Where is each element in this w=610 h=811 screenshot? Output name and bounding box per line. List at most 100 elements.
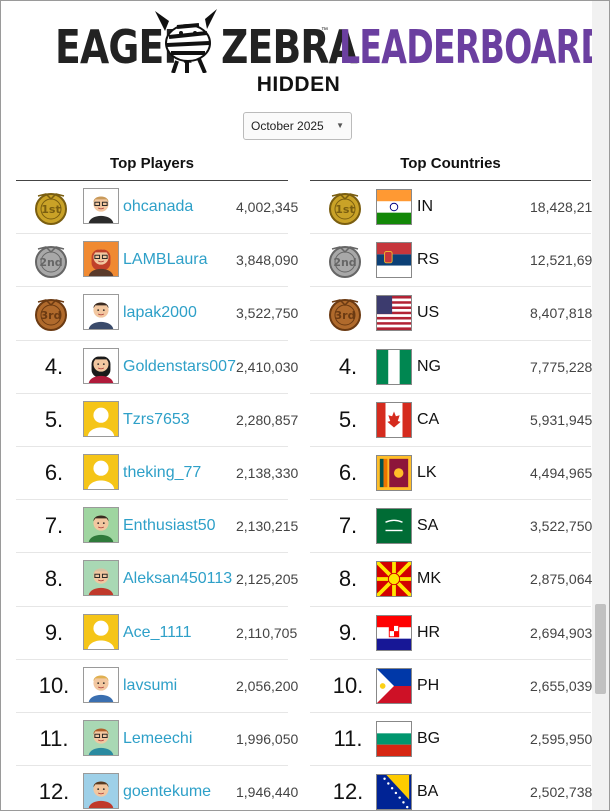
country-score: 18,428,21 (530, 199, 593, 215)
country-row: 9. HR 2,694,903 (310, 607, 593, 660)
country-row: 5. CA 5,931,945 (310, 394, 593, 447)
country-code: BG (417, 729, 441, 747)
player-rank: 4. (44, 353, 64, 379)
country-row: 10. PH 2,655,039 (310, 660, 592, 713)
top-countries-list: Top Countries 1st IN 18,428,21 2nd RS 12,5… (310, 151, 593, 810)
player-name-link[interactable]: lavsumi (123, 676, 178, 694)
country-rank: 11. (333, 725, 363, 751)
player-avatar[interactable] (83, 294, 119, 331)
player-name-link[interactable]: ohcanada (123, 198, 194, 215)
player-score: 3,848,090 (236, 252, 299, 269)
player-avatar[interactable] (83, 241, 119, 278)
country-code: RS (417, 251, 440, 269)
country-row: 7. SA 3,522,750 (310, 500, 592, 554)
country-score: 2,694,903 (530, 624, 593, 641)
player-avatar[interactable] (83, 453, 119, 490)
player-score: 2,130,215 (236, 518, 299, 535)
country-row: 3rd US 8,407,818 (310, 287, 593, 341)
country-score: 12,521,69 (530, 252, 593, 269)
country-score: 5,931,945 (530, 411, 593, 428)
country-row: 6. LK 4,494,965 (310, 447, 593, 501)
country-code: NG (417, 357, 441, 375)
top-players-list: Top Players 1st ohcanada 4,002,345 2nd LA… (16, 151, 298, 810)
player-score: 3,522,750 (236, 305, 299, 322)
player-avatar[interactable] (83, 719, 119, 756)
country-code: US (417, 304, 440, 322)
country-score: 7,775,228 (530, 358, 593, 375)
svg-text:3rd: 3rd (41, 309, 62, 322)
player-score: 2,056,200 (236, 677, 299, 694)
country-code: SA (417, 517, 439, 535)
player-avatar[interactable] (83, 188, 119, 224)
flag-hr-icon (376, 614, 412, 651)
player-rank: 6. (44, 459, 64, 485)
flag-ng-icon (376, 348, 412, 385)
player-avatar[interactable] (83, 773, 119, 810)
flag-ba-icon (376, 774, 412, 810)
flag-rs-icon (376, 242, 412, 279)
player-name-link[interactable]: Tzrs7653 (123, 410, 190, 428)
player-name-link[interactable]: lapak2000 (123, 304, 197, 322)
player-name-link[interactable]: Lemeechi (123, 729, 193, 747)
country-code: CA (417, 410, 440, 428)
country-score: 2,502,738 (530, 784, 593, 801)
svg-text:1st: 1st (41, 203, 60, 216)
player-avatar[interactable] (83, 400, 119, 437)
player-rank: 7. (44, 513, 64, 539)
player-row: 4. Goldenstars007 2,410,030 (16, 341, 298, 394)
bronze-medal-icon: 3rd (328, 296, 362, 332)
country-row: 4. NG 7,775,228 (310, 341, 593, 394)
player-score: 2,110,705 (236, 624, 298, 641)
player-name-link[interactable]: Enthusiast50 (123, 517, 216, 535)
logo-leaderboard-text: LEADERBOARD (339, 20, 608, 74)
bronze-medal-icon: 3rd (34, 296, 68, 332)
player-avatar[interactable] (83, 560, 119, 597)
player-name-link[interactable]: Ace_1111 (123, 623, 192, 641)
country-code: PH (417, 676, 440, 694)
player-name-link[interactable]: Goldenstars007 (123, 357, 236, 375)
player-name-link[interactable]: theking_77 (123, 463, 202, 481)
silver-medal-icon: 2nd (34, 243, 68, 279)
flag-lk-icon (376, 454, 412, 491)
scrollbar[interactable] (592, 1, 609, 810)
player-rank: 11. (39, 725, 69, 751)
country-rank: 5. (338, 406, 358, 432)
zebra-logo-icon (155, 9, 217, 73)
player-score: 2,125,205 (236, 571, 299, 588)
country-row: 1st IN 18,428,21 (310, 181, 593, 235)
country-code: IN (417, 198, 433, 215)
top-countries-title: Top Countries (310, 151, 591, 181)
player-score: 4,002,345 (236, 199, 299, 215)
player-name-link[interactable]: LAMBLaura (123, 251, 208, 269)
gold-medal-icon: 1st (328, 190, 362, 226)
country-score: 2,875,064 (530, 571, 593, 588)
trademark-mark: ™ (321, 27, 328, 34)
player-avatar[interactable] (83, 613, 119, 650)
country-rank: 10. (332, 672, 364, 698)
country-row: 8. MK 2,875,064 (310, 553, 593, 607)
month-select[interactable]: October 2025 ▼ (243, 112, 352, 140)
player-score: 1,996,050 (236, 730, 299, 747)
player-row: 10. lavsumi 2,056,200 (16, 660, 298, 713)
country-score: 4,494,965 (530, 464, 593, 481)
player-rank: 10. (38, 672, 70, 698)
country-score: 8,407,818 (530, 305, 593, 322)
scrollbar-thumb[interactable] (595, 604, 606, 694)
player-avatar[interactable] (83, 347, 119, 384)
country-score: 2,595,950 (530, 730, 593, 747)
player-name-link[interactable]: Aleksan450113 (123, 570, 233, 588)
player-row: 12. goentekume 1,946,440 (16, 766, 298, 810)
month-select-value: October 2025 (251, 119, 324, 133)
player-row: 2nd LAMBLaura 3,848,090 (16, 234, 298, 288)
player-name-link[interactable]: goentekume (123, 783, 212, 801)
country-rank: 9. (338, 619, 358, 645)
country-rank: 12. (332, 779, 364, 805)
silver-medal-icon: 2nd (328, 243, 362, 279)
player-row: 11. Lemeechi 1,996,050 (16, 713, 298, 767)
player-avatar[interactable] (83, 666, 119, 703)
player-row: 7. Enthusiast50 2,130,215 (16, 500, 298, 554)
country-row: 11. BG 2,595,950 (310, 713, 593, 767)
country-rank: 8. (338, 566, 358, 592)
player-avatar[interactable] (83, 507, 119, 544)
